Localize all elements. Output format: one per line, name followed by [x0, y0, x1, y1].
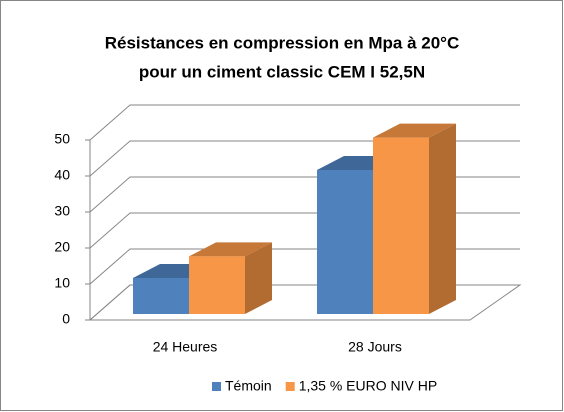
y-tick-label: 50: [54, 131, 70, 147]
y-tick-label: 40: [54, 167, 70, 183]
chart-title: pour un ciment classic CEM I 52,5N: [139, 62, 425, 81]
bar: [133, 278, 189, 314]
y-tick-label: 20: [54, 239, 70, 255]
bar: [373, 137, 429, 314]
legend-swatch: [285, 382, 295, 391]
bar: [189, 256, 245, 314]
bar-top: [189, 242, 272, 257]
bar-side: [429, 123, 456, 314]
grid-line: [89, 104, 520, 141]
y-tick-label: 30: [54, 203, 70, 219]
legend-label: 1,35 % EURO NIV HP: [299, 378, 438, 394]
chart-title: Résistances en compression en Mpa à 20°C: [105, 33, 460, 52]
bar-top: [373, 123, 456, 138]
y-tick-label: 0: [62, 311, 70, 327]
y-tick-label: 10: [54, 275, 70, 291]
x-tick-label: 28 Jours: [348, 339, 402, 355]
x-tick-label: 24 Heures: [153, 339, 218, 355]
legend-label: Témoin: [225, 378, 272, 394]
legend-swatch: [212, 382, 221, 391]
bar-side: [245, 242, 272, 314]
bar: [317, 170, 373, 314]
